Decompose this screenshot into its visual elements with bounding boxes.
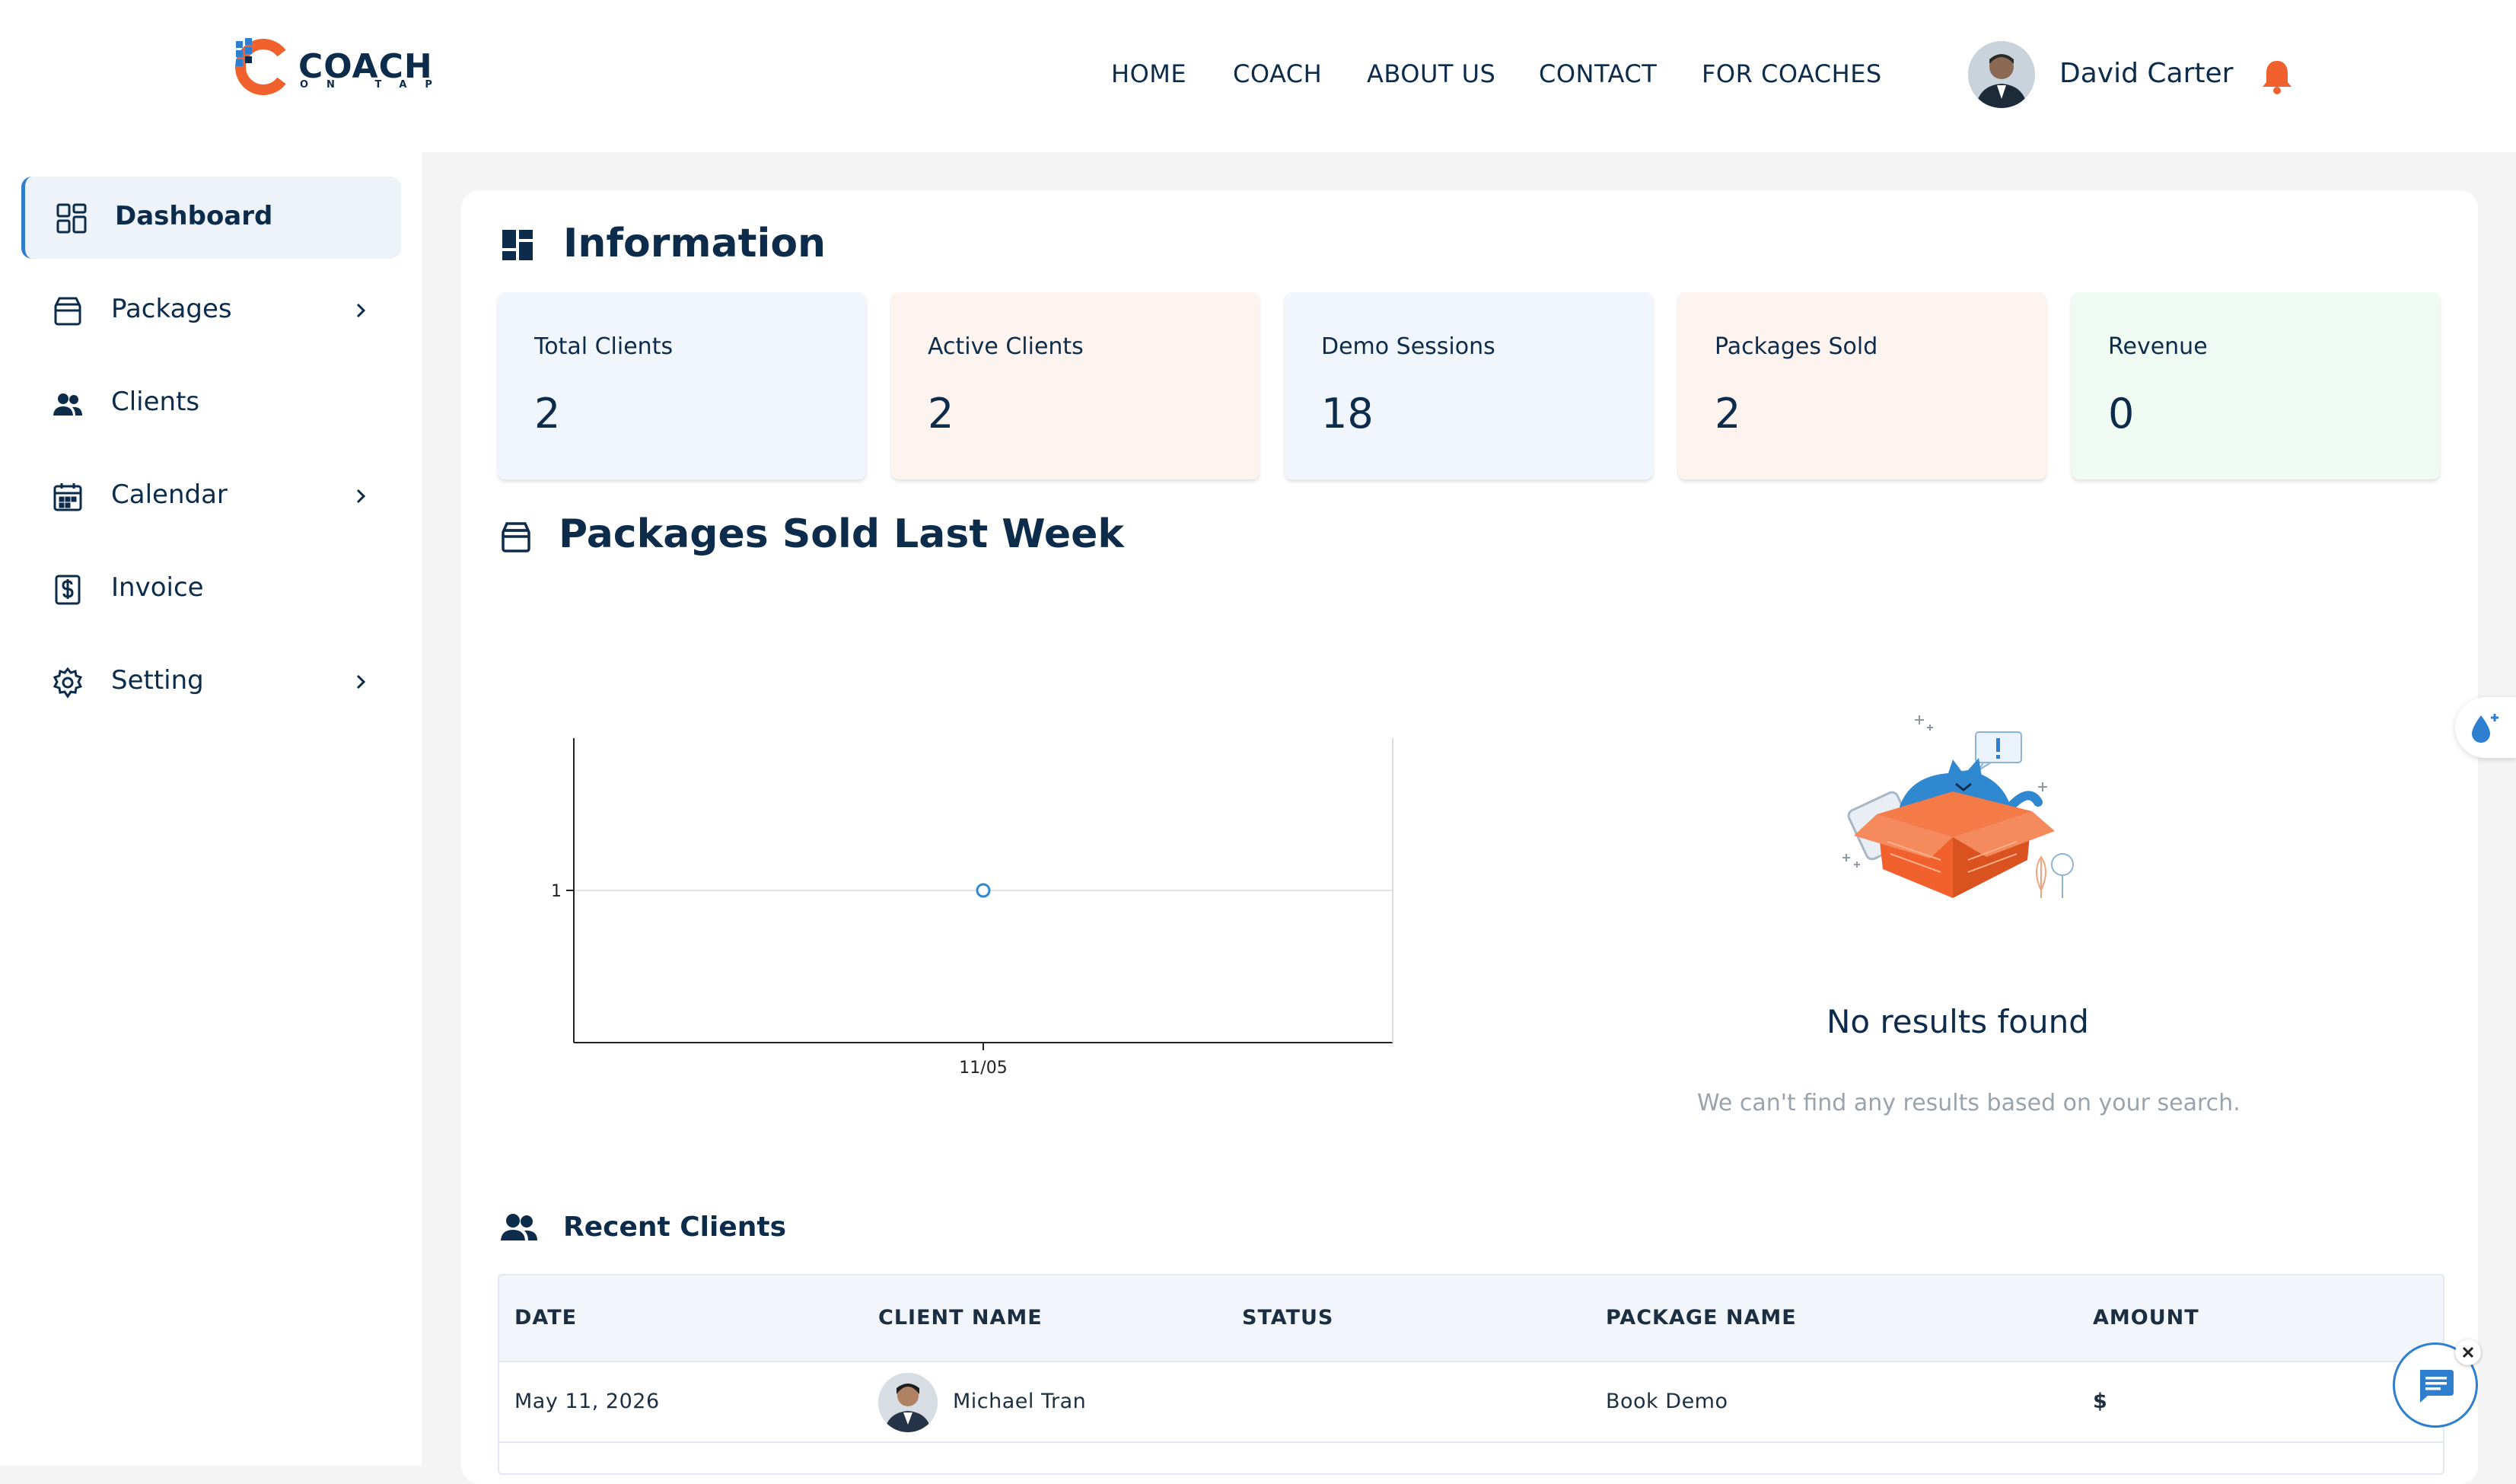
empty-state-title: No results found	[1826, 1003, 2089, 1040]
empty-state-subtitle: We can't find any results based on your …	[1697, 1090, 2241, 1116]
accessibility-widget-tab[interactable]	[2455, 697, 2516, 758]
sidebar-item-label: Setting	[111, 665, 204, 696]
cell-date: May 11, 2026	[514, 1390, 660, 1413]
users-icon	[501, 1214, 537, 1240]
column-header-amount[interactable]: AMOUNT	[2093, 1306, 2199, 1330]
package-icon	[502, 522, 530, 553]
user-avatar[interactable]	[1968, 41, 2035, 108]
column-header-date[interactable]: DATE	[514, 1306, 578, 1330]
stat-card-demo-sessions: Demo Sessions 18	[1285, 292, 1653, 479]
stat-value: 2	[534, 390, 561, 438]
water-drop-icon	[2472, 714, 2498, 743]
column-header-client-name[interactable]: CLIENT NAME	[878, 1306, 1043, 1330]
stat-value: 0	[2108, 390, 2135, 438]
gear-icon	[53, 667, 83, 699]
information-title: Information	[563, 221, 826, 266]
user-avatar-image	[1968, 41, 2035, 108]
package-icon	[54, 297, 81, 326]
cell-package-name: Book Demo	[1606, 1390, 1728, 1413]
stat-value: 2	[928, 390, 954, 438]
sidebar-item-clients[interactable]: Clients	[21, 362, 397, 444]
close-icon	[2462, 1346, 2474, 1358]
dashboard-tiles-icon	[502, 230, 533, 260]
calendar-icon	[53, 483, 82, 511]
users-icon	[53, 393, 82, 416]
column-header-package-name[interactable]: PACKAGE NAME	[1606, 1306, 1797, 1330]
stat-card-active-clients: Active Clients 2	[891, 292, 1260, 479]
nav-for-coaches[interactable]: FOR COACHES	[1702, 59, 1882, 88]
stat-label: Total Clients	[534, 333, 674, 360]
sidebar-item-packages[interactable]: Packages	[21, 269, 397, 352]
chevron-right-icon	[356, 303, 366, 318]
x-tick-label: 11/05	[959, 1059, 1007, 1078]
stat-label: Demo Sessions	[1321, 333, 1495, 360]
packages-sold-chart: 1 11/05	[551, 738, 1393, 1078]
chevron-right-icon	[356, 489, 366, 504]
sidebar-item-calendar[interactable]: Calendar	[21, 455, 397, 537]
sidebar-item-setting[interactable]: Setting	[21, 641, 397, 723]
chevron-right-icon	[356, 674, 366, 689]
stat-label: Revenue	[2108, 333, 2208, 360]
bell-icon[interactable]	[2260, 58, 2294, 94]
chat-close-button[interactable]	[2455, 1339, 2481, 1365]
logo-text[interactable]: COACH	[298, 47, 433, 86]
empty-box-illustration	[1842, 715, 2074, 898]
packages-sold-title: Packages Sold Last Week	[559, 511, 1124, 557]
logo-subtext: ON TAP	[300, 79, 451, 91]
sidebar-item-label: Packages	[111, 294, 232, 324]
nav-home[interactable]: HOME	[1111, 59, 1187, 88]
sidebar-item-dashboard[interactable]: Dashboard	[21, 177, 401, 259]
nav-contact[interactable]: CONTACT	[1539, 59, 1658, 88]
recent-clients-title: Recent Clients	[563, 1212, 787, 1243]
column-header-status[interactable]: STATUS	[1242, 1306, 1334, 1330]
sidebar: Dashboard Packages Clients Calendar	[0, 152, 422, 1466]
stat-value: 2	[1715, 390, 1741, 438]
sidebar-item-label: Invoice	[111, 572, 204, 603]
stat-value: 18	[1321, 390, 1374, 438]
client-avatar-image	[878, 1373, 938, 1432]
data-point[interactable]	[976, 883, 991, 898]
cell-amount: $	[2093, 1390, 2108, 1413]
sidebar-item-label: Clients	[111, 387, 200, 417]
dashboard-icon	[56, 203, 87, 234]
stat-card-revenue: Revenue 0	[2072, 292, 2440, 479]
sidebar-item-label: Dashboard	[115, 201, 273, 231]
stat-card-packages-sold: Packages Sold 2	[1678, 292, 2046, 479]
chat-icon	[2420, 1370, 2454, 1403]
user-name[interactable]: David Carter	[2059, 58, 2234, 89]
logo-icon[interactable]	[234, 37, 295, 97]
cell-client-name[interactable]: Michael Tran	[953, 1390, 1087, 1413]
top-header: COACH ON TAP HOME COACH ABOUT US CONTACT…	[0, 0, 2516, 152]
y-tick-label: 1	[551, 882, 562, 901]
table-row[interactable]: May 11, 2026 Michael Tran Book Demo $	[499, 1362, 2443, 1443]
stat-card-total-clients: Total Clients 2	[498, 292, 866, 479]
stat-label: Active Clients	[928, 333, 1084, 360]
stat-label: Packages Sold	[1715, 333, 1878, 360]
recent-clients-table: DATE CLIENT NAME STATUS PACKAGE NAME AMO…	[498, 1274, 2444, 1475]
nav-coach[interactable]: COACH	[1233, 59, 1323, 88]
table-header: DATE CLIENT NAME STATUS PACKAGE NAME AMO…	[499, 1275, 2443, 1362]
client-avatar	[878, 1373, 938, 1432]
sidebar-item-label: Calendar	[111, 479, 228, 510]
invoice-icon	[55, 575, 81, 605]
nav-about-us[interactable]: ABOUT US	[1367, 59, 1496, 88]
sidebar-item-invoice[interactable]: Invoice	[21, 548, 397, 630]
